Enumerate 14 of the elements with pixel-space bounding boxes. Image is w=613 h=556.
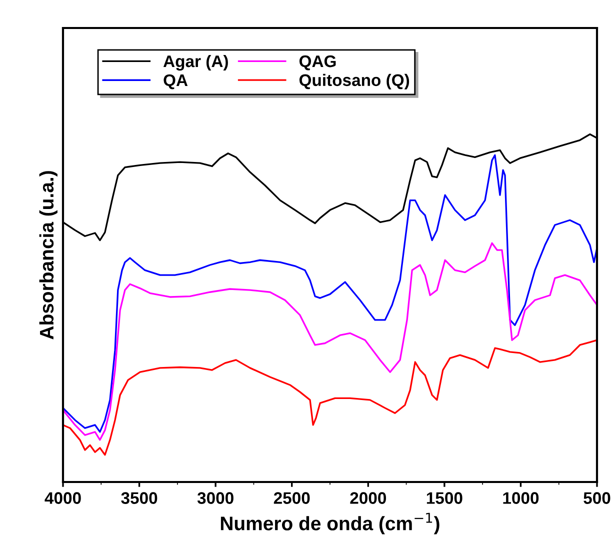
x-tick-label: 4000 [44, 492, 81, 504]
legend-label: Quitosano (Q) [299, 74, 410, 90]
legend-label: QA [164, 74, 188, 90]
legend-label: QAG [299, 55, 336, 70]
x-tick-label: 3000 [197, 492, 234, 504]
x-tick-label: 1500 [426, 492, 462, 504]
x-tick-label: 500 [584, 492, 610, 504]
x-tick-label: 1000 [503, 492, 539, 504]
x-axis-title: Numero de onda (cm$^{−1}$) [220, 512, 440, 534]
x-tick-label: 3500 [121, 492, 158, 504]
legend-label: Agar (A) [163, 54, 228, 71]
x-tick-label: 2000 [350, 492, 386, 504]
y-axis-title: Absorbancia (u.a.) [39, 171, 58, 340]
x-tick-label: 2500 [274, 492, 310, 504]
